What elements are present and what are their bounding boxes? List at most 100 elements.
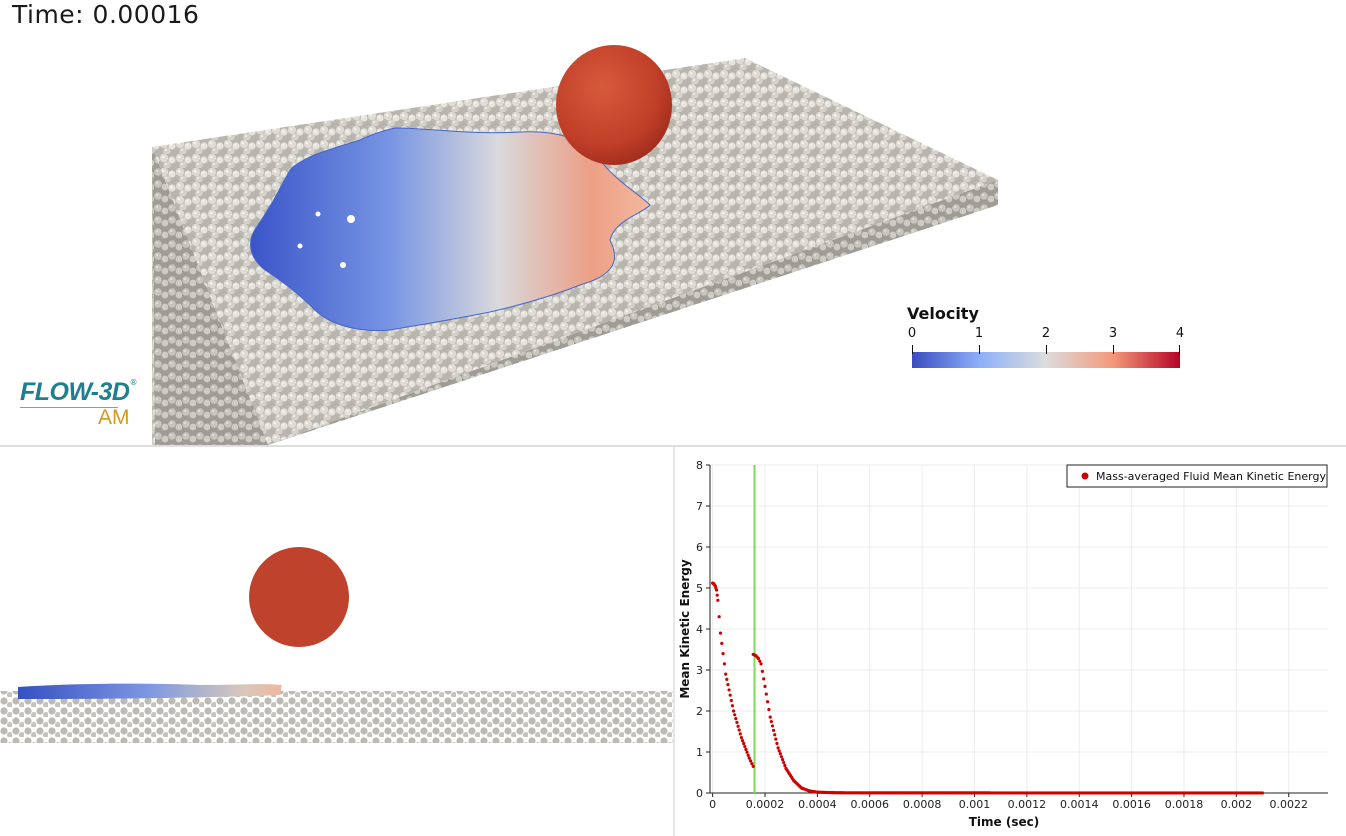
data-point: [759, 662, 763, 666]
x-tick-label: 0.001: [959, 798, 991, 811]
x-tick-label: 0.0004: [798, 798, 837, 811]
velocity-legend-title: Velocity: [907, 304, 979, 323]
kinetic-energy-chart: 0 1 2 3 4 5 6 7 8 0 0.0002 0.0004 0.0006 0.0008 0.001 0…: [678, 459, 1328, 829]
data-point: [740, 738, 745, 743]
legend-marker: [1081, 472, 1089, 480]
legend-entry-label: Mass-averaged Fluid Mean Kinetic Energy: [1096, 470, 1326, 483]
data-point: [756, 656, 761, 661]
data-point: [758, 659, 762, 663]
legend-box: [1066, 464, 1328, 488]
chart-legend: Mass-averaged Fluid Mean Kinetic Energy: [1066, 464, 1328, 488]
view-divider-vertical[interactable]: [673, 447, 675, 836]
data-point: [716, 598, 720, 602]
data-point: [1260, 791, 1265, 795]
y-axis-label: Mean Kinetic Energy: [678, 559, 692, 699]
y-tick-label: 0: [696, 787, 703, 800]
legend-tick-label: 3: [1108, 326, 1118, 341]
view-divider-horizontal[interactable]: [0, 445, 1346, 447]
x-tick-label: 0.0016: [1112, 798, 1151, 811]
data-point: [720, 641, 724, 645]
kinetic-energy-chart-view[interactable]: 0 1 2 3 4 5 6 7 8 0 0.0002 0.0004 0.0006 0.0008 0.001 0…: [675, 447, 1346, 836]
legend-tick-label: 4: [1175, 326, 1185, 341]
y-tick-label: 3: [696, 664, 703, 677]
data-point: [718, 631, 723, 635]
legend-tick-label: 0: [907, 326, 917, 341]
x-tick-label: 0.0012: [1008, 798, 1047, 811]
data-point: [773, 733, 777, 737]
logo-product: AM: [98, 406, 130, 429]
y-tick-label: 5: [696, 582, 703, 595]
x-tick-label: 0.0018: [1165, 798, 1204, 811]
data-point: [777, 749, 781, 753]
side-view-render[interactable]: [0, 447, 673, 836]
data-point: [739, 736, 744, 740]
3d-render-view[interactable]: Time: 0.00016 FLOW-3D® AM Velocity 0 1 2…: [0, 0, 1346, 445]
data-point: [760, 669, 764, 673]
data-point: [734, 717, 738, 721]
data-point: [750, 762, 754, 766]
data-point: [778, 752, 782, 756]
data-point: [763, 684, 767, 688]
logo-brand: FLOW-3D: [20, 378, 130, 406]
data-point: [730, 704, 735, 708]
data-point: [776, 746, 780, 750]
data-point: [742, 741, 746, 746]
x-tick-label: 0: [709, 798, 716, 811]
data-point: [779, 755, 784, 759]
data-point: [736, 724, 740, 728]
data-point: [764, 692, 768, 696]
data-point: [743, 744, 747, 749]
data-point: [775, 741, 779, 746]
data-point: [774, 737, 778, 741]
x-tick-label: 0.002: [1221, 798, 1253, 811]
data-point: [767, 707, 771, 712]
data-point: [748, 759, 753, 763]
data-point: [770, 724, 775, 728]
data-point: [783, 763, 787, 768]
data-point: [745, 750, 749, 754]
logo-divider: [20, 407, 118, 408]
y-tick-label: 7: [696, 500, 703, 513]
powder-bed-render: [152, 45, 998, 445]
legend-tick-mark: [1113, 345, 1114, 354]
time-display: Time: 0.00016: [12, 0, 200, 29]
data-point: [722, 662, 727, 666]
data-point: [731, 709, 736, 713]
legend-tick-mark: [912, 345, 913, 354]
data-point: [737, 728, 741, 732]
legend-tick-label: 1: [974, 326, 984, 341]
data-point: [726, 683, 730, 687]
data-point: [751, 764, 755, 768]
data-point: [715, 593, 719, 597]
data-point: [725, 677, 729, 681]
x-tick-label: 0.0014: [1060, 798, 1099, 811]
data-point: [780, 758, 785, 762]
data-point: [771, 728, 776, 732]
x-tick-label: 0.0006: [850, 798, 889, 811]
data-point: [744, 747, 748, 751]
logo-trademark: ®: [129, 378, 138, 387]
data-point: [782, 760, 786, 765]
data-point: [724, 672, 728, 676]
y-tick-label: 4: [696, 623, 703, 636]
y-tick-label: 6: [696, 541, 703, 554]
legend-tick-mark: [979, 345, 980, 354]
data-point: [746, 753, 750, 757]
data-point: [769, 719, 773, 724]
side-view-scene: [0, 547, 673, 743]
x-tick-label: 0.0002: [746, 798, 785, 811]
data-point: [728, 693, 732, 697]
x-tick-label: 0.0008: [903, 798, 942, 811]
data-point: [714, 588, 719, 592]
velocity-color-bar: [912, 352, 1180, 368]
data-point: [768, 715, 772, 719]
flow3d-am-logo: FLOW-3D® AM: [20, 378, 150, 438]
x-axis-label: Time (sec): [969, 815, 1039, 829]
data-point: [766, 700, 770, 704]
data-point: [747, 756, 751, 760]
data-point: [733, 713, 737, 717]
data-point: [762, 677, 766, 681]
legend-tick-label: 2: [1041, 326, 1051, 341]
legend-tick-mark: [1179, 345, 1180, 354]
data-point: [735, 720, 739, 725]
